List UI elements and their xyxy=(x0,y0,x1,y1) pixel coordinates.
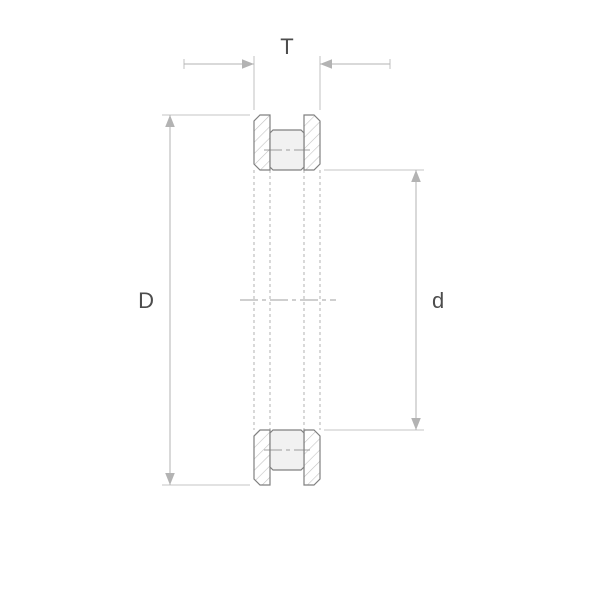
label-D: D xyxy=(138,288,154,313)
label-T: T xyxy=(280,34,293,59)
bearing-section-diagram: T D d xyxy=(0,0,600,600)
label-d: d xyxy=(432,288,444,313)
dimension-T: T xyxy=(184,34,390,110)
dimension-D: D xyxy=(138,115,250,485)
dimension-d: d xyxy=(324,170,444,430)
